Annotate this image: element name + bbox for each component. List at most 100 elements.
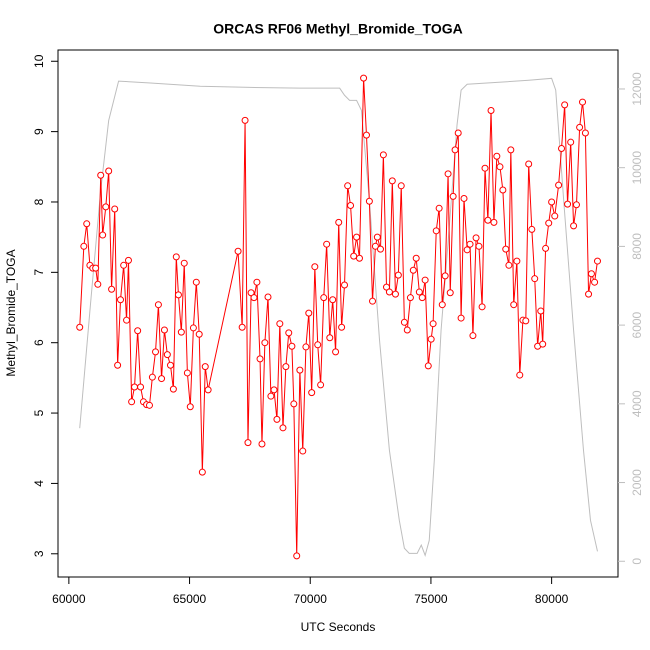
point <box>124 256 132 264</box>
point <box>435 204 443 212</box>
point <box>539 340 547 348</box>
point <box>128 398 136 406</box>
point <box>412 254 420 262</box>
point <box>158 375 166 383</box>
point <box>421 276 429 284</box>
y2-tick-label: 0 <box>630 558 644 565</box>
point <box>478 303 486 311</box>
point <box>329 296 337 304</box>
y-tick-label: 10 <box>32 54 46 68</box>
point <box>510 301 518 309</box>
point <box>457 314 465 322</box>
point <box>83 220 91 228</box>
point <box>256 355 264 363</box>
point <box>279 424 287 432</box>
point <box>264 293 272 301</box>
x-tick-label: 75000 <box>414 592 448 606</box>
point <box>288 342 296 350</box>
point <box>567 138 575 146</box>
point <box>507 146 515 154</box>
point <box>484 216 492 224</box>
chart-title: ORCAS RF06 Methyl_Bromide_TOGA <box>213 21 462 37</box>
point <box>244 439 252 447</box>
point <box>137 383 145 391</box>
point <box>80 242 88 250</box>
point <box>388 177 396 185</box>
point <box>198 468 206 476</box>
point <box>261 339 269 347</box>
point <box>290 400 298 408</box>
point <box>172 253 180 261</box>
point <box>499 186 507 194</box>
point <box>593 257 601 265</box>
point <box>152 348 160 356</box>
point <box>394 271 402 279</box>
point <box>558 145 566 153</box>
point <box>320 294 328 302</box>
y-tick-label: 7 <box>32 269 46 276</box>
point <box>591 278 599 286</box>
y-tick-label: 5 <box>32 409 46 416</box>
point <box>525 160 533 168</box>
point <box>585 290 593 298</box>
x-tick-label: 65000 <box>173 592 207 606</box>
point <box>505 261 513 269</box>
point <box>522 317 530 325</box>
point <box>276 320 284 328</box>
x-tick-label: 70000 <box>294 592 328 606</box>
y2-tick-label: 10000 <box>630 151 644 185</box>
point <box>513 257 521 265</box>
point <box>555 181 563 189</box>
point <box>502 245 510 253</box>
point <box>323 240 331 248</box>
point <box>528 225 536 233</box>
y-tick-label: 3 <box>32 550 46 557</box>
point <box>99 231 107 239</box>
point <box>102 203 110 211</box>
point <box>120 261 128 269</box>
point <box>481 164 489 172</box>
point <box>365 197 373 205</box>
x-tick-label: 80000 <box>535 592 569 606</box>
point <box>326 334 334 342</box>
point <box>531 275 539 283</box>
point <box>537 307 545 315</box>
point <box>314 341 322 349</box>
point <box>94 280 102 288</box>
point <box>270 386 278 394</box>
point <box>418 294 426 302</box>
point <box>250 294 258 302</box>
point <box>160 326 168 334</box>
point <box>355 254 363 262</box>
point <box>548 198 556 206</box>
point <box>493 152 501 160</box>
point <box>344 182 352 190</box>
point <box>379 151 387 159</box>
point <box>576 123 584 131</box>
point <box>177 328 185 336</box>
point <box>296 366 304 374</box>
point <box>114 361 122 369</box>
x-axis-label: UTC Seconds <box>301 620 376 634</box>
point <box>353 233 361 241</box>
point <box>305 309 313 317</box>
point <box>472 234 480 242</box>
point <box>487 107 495 115</box>
point <box>570 222 578 230</box>
point <box>166 361 174 369</box>
point <box>441 272 449 280</box>
point <box>180 259 188 267</box>
point <box>581 129 589 137</box>
point <box>282 363 290 371</box>
point <box>293 552 301 560</box>
point <box>338 323 346 331</box>
point <box>189 324 197 332</box>
point <box>258 440 266 448</box>
y-tick-label: 6 <box>32 339 46 346</box>
point <box>134 327 142 335</box>
point <box>117 296 125 304</box>
point <box>347 201 355 209</box>
point <box>449 192 457 200</box>
point <box>105 167 113 175</box>
